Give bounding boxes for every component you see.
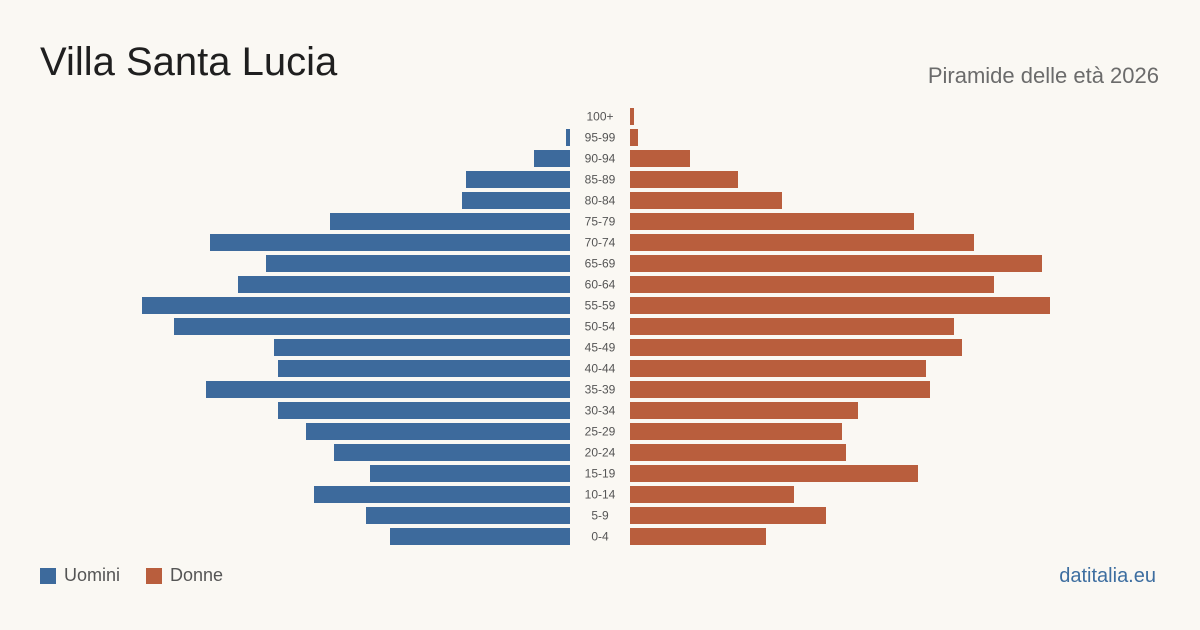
bar-men-55-59 (142, 297, 570, 314)
bar-women-25-29 (630, 423, 842, 440)
age-label-10-14: 10-14 (585, 488, 616, 502)
age-label-65-69: 65-69 (585, 257, 616, 271)
bar-women-40-44 (630, 360, 926, 377)
bar-women-30-34 (630, 402, 858, 419)
age-label-5-9: 5-9 (591, 509, 609, 523)
age-label-90-94: 90-94 (585, 152, 616, 166)
bar-men-50-54 (174, 318, 570, 335)
bar-women-50-54 (630, 318, 954, 335)
age-label-70-74: 70-74 (585, 236, 616, 250)
bar-women-10-14 (630, 486, 794, 503)
bar-women-75-79 (630, 213, 914, 230)
legend-label-women: Donne (170, 565, 224, 585)
bar-women-45-49 (630, 339, 962, 356)
legend-item-women: Donne (146, 565, 223, 586)
age-label-30-34: 30-34 (585, 404, 616, 418)
age-label-75-79: 75-79 (585, 215, 616, 229)
bar-women-0-4 (630, 528, 766, 545)
bar-women-100plus (630, 108, 634, 125)
bar-men-80-84 (462, 192, 570, 209)
bar-men-25-29 (306, 423, 570, 440)
age-label-45-49: 45-49 (585, 341, 616, 355)
bar-women-80-84 (630, 192, 782, 209)
bar-men-35-39 (206, 381, 570, 398)
bar-women-65-69 (630, 255, 1042, 272)
bar-women-20-24 (630, 444, 846, 461)
bar-men-65-69 (266, 255, 570, 272)
age-label-50-54: 50-54 (585, 320, 616, 334)
age-label-40-44: 40-44 (585, 362, 616, 376)
age-label-100plus: 100+ (586, 110, 613, 124)
bar-men-30-34 (278, 402, 570, 419)
bar-men-85-89 (466, 171, 570, 188)
bar-men-0-4 (390, 528, 570, 545)
legend-swatch-men (40, 567, 56, 584)
bar-men-75-79 (330, 213, 570, 230)
legend-swatch-women (146, 567, 163, 584)
bar-men-15-19 (370, 465, 570, 482)
age-label-20-24: 20-24 (585, 446, 616, 460)
age-label-80-84: 80-84 (585, 194, 616, 208)
bar-men-45-49 (274, 339, 570, 356)
bar-men-5-9 (366, 507, 570, 524)
age-label-35-39: 35-39 (585, 383, 616, 397)
bar-women-5-9 (630, 507, 826, 524)
age-label-55-59: 55-59 (585, 299, 616, 313)
page-title: Villa Santa Lucia (40, 40, 338, 84)
bar-men-95-99 (566, 129, 570, 146)
age-label-0-4: 0-4 (591, 530, 609, 544)
bar-women-95-99 (630, 129, 638, 146)
legend: Uomini Donne (40, 565, 223, 586)
source-link[interactable]: datitalia.eu (1059, 565, 1156, 587)
age-label-15-19: 15-19 (585, 467, 616, 481)
bar-men-90-94 (534, 150, 570, 167)
age-label-25-29: 25-29 (585, 425, 616, 439)
bar-men-70-74 (210, 234, 570, 251)
bar-men-60-64 (238, 276, 570, 293)
legend-item-men: Uomini (40, 565, 120, 586)
age-label-95-99: 95-99 (585, 131, 616, 145)
bar-men-40-44 (278, 360, 570, 377)
age-label-60-64: 60-64 (585, 278, 616, 292)
bar-women-15-19 (630, 465, 918, 482)
bar-women-90-94 (630, 150, 690, 167)
legend-label-men: Uomini (64, 565, 121, 585)
bar-women-55-59 (630, 297, 1050, 314)
age-label-85-89: 85-89 (585, 173, 616, 187)
bar-men-10-14 (314, 486, 570, 503)
bar-men-20-24 (334, 444, 570, 461)
bar-women-35-39 (630, 381, 930, 398)
bar-women-70-74 (630, 234, 974, 251)
bar-women-60-64 (630, 276, 994, 293)
bar-women-85-89 (630, 171, 738, 188)
chart-subtitle: Piramide delle età 2026 (927, 63, 1159, 88)
